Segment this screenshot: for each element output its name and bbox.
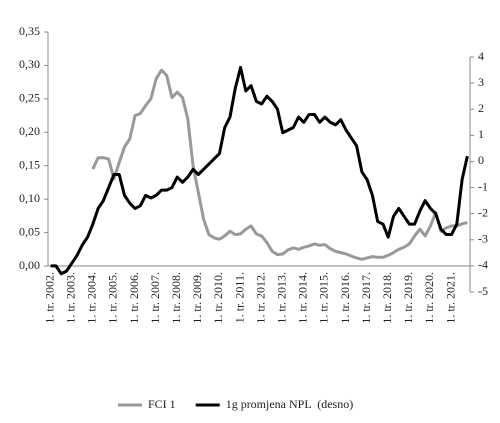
x-tick-label: 1. tr. 2017. bbox=[359, 272, 373, 324]
x-tick-label: 1. tr. 2021. bbox=[443, 272, 457, 324]
x-tick-label: 1. tr. 2003. bbox=[63, 272, 77, 324]
x-tick-label: 1. tr. 2012. bbox=[253, 272, 267, 324]
y-tick-label: 0,00 bbox=[19, 258, 40, 272]
y2-tick-label: -2 bbox=[478, 205, 488, 219]
x-tick-label: 1. tr. 2007. bbox=[148, 272, 162, 324]
y2-tick-label: -4 bbox=[478, 258, 488, 272]
y-tick-label: 0,05 bbox=[19, 224, 40, 238]
y2-tick-label: 2 bbox=[478, 101, 484, 115]
x-tick-label: 1. tr. 2008. bbox=[169, 272, 183, 324]
x-tick-label: 1. tr. 2004. bbox=[85, 272, 99, 324]
y-tick-label: 0,20 bbox=[19, 124, 40, 138]
y-tick-label: 0,30 bbox=[19, 57, 40, 71]
x-tick-label: 1. tr. 2018. bbox=[380, 272, 394, 324]
y2-tick-label: 0 bbox=[478, 153, 484, 167]
x-tick-label: 1. tr. 2019. bbox=[401, 272, 415, 324]
y2-tick-label: -3 bbox=[478, 232, 488, 246]
y2-tick-label: 1 bbox=[478, 127, 484, 141]
x-tick-label: 1. tr. 2020. bbox=[422, 272, 436, 324]
y-tick-label: 0,10 bbox=[19, 191, 40, 205]
y-tick-label: 0,25 bbox=[19, 91, 40, 105]
x-tick-label: 1. tr. 2014. bbox=[296, 272, 310, 324]
legend-label: FCI 1 bbox=[148, 397, 176, 411]
y2-tick-label: -5 bbox=[478, 284, 488, 298]
x-tick-label: 1. tr. 2005. bbox=[106, 272, 120, 324]
series-line bbox=[91, 68, 468, 261]
y-tick-label: 0,15 bbox=[19, 157, 40, 171]
legend-label: 1g promjena NPL (desno) bbox=[226, 397, 354, 411]
x-tick-label: 1. tr. 2006. bbox=[127, 272, 141, 324]
x-tick-label: 1. tr. 2016. bbox=[338, 272, 352, 324]
x-tick-label: 1. tr. 2010. bbox=[211, 272, 225, 324]
y2-tick-label: 3 bbox=[478, 75, 484, 89]
y2-tick-label: 4 bbox=[478, 49, 484, 63]
x-tick-label: 1. tr. 2009. bbox=[190, 272, 204, 324]
x-tick-label: 1. tr. 2015. bbox=[317, 272, 331, 324]
series-line bbox=[50, 65, 469, 276]
y-tick-label: 0,35 bbox=[19, 24, 40, 38]
y2-tick-label: -1 bbox=[478, 179, 488, 193]
x-tick-label: 1. tr. 2002. bbox=[42, 272, 56, 324]
x-tick-label: 1. tr. 2011. bbox=[232, 272, 246, 323]
x-tick-label: 1. tr. 2013. bbox=[274, 272, 288, 324]
